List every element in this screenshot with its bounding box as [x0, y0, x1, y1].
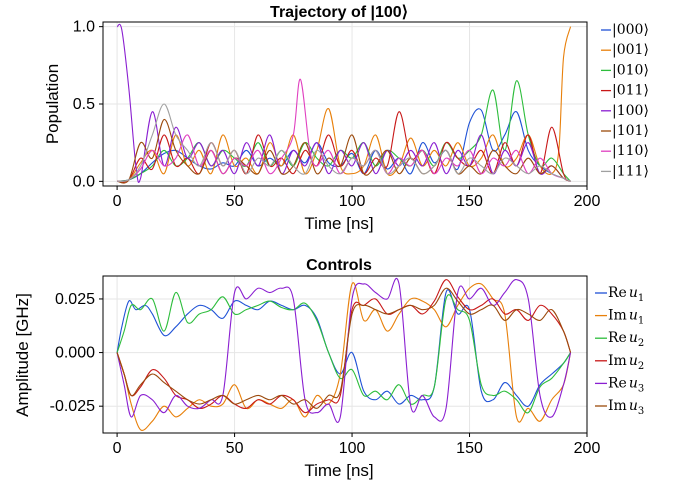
series-line-control-0	[116, 289, 572, 407]
legend-label-var: u	[629, 375, 638, 391]
population-y-label: Population	[43, 64, 62, 144]
x-tick-label: 50	[226, 440, 244, 457]
series-line-control-3	[116, 279, 572, 414]
legend-label-sub: 3	[638, 383, 644, 394]
legend-label: |001⟩	[612, 42, 649, 58]
legend-label: Im u2	[608, 353, 644, 372]
y-tick-label: 0.5	[73, 96, 95, 113]
legend-label-part: Im	[608, 308, 627, 324]
population-x-ticks: 0 50 100 150 200	[113, 186, 601, 210]
legend-label: Re u1	[608, 285, 644, 304]
legend-label: |111⟩	[612, 163, 649, 179]
population-panel: Trajectory of |100⟩ 0 50 100 150 200 0.0 0.5 1…	[43, 4, 649, 233]
series-line-state-7	[117, 103, 571, 183]
series-line-control-5	[116, 287, 572, 409]
legend-label: |010⟩	[612, 62, 649, 78]
x-tick-label: 0	[113, 440, 122, 457]
controls-y-label: Amplitude [GHz]	[13, 293, 32, 417]
x-tick-label: 200	[574, 440, 601, 457]
y-tick-label: 1.0	[73, 19, 95, 36]
x-tick-label: 150	[456, 193, 483, 210]
legend-label-part: Im	[608, 398, 627, 414]
x-tick-label: 50	[226, 193, 244, 210]
legend-label: Re u2	[608, 330, 644, 349]
legend-label-var: u	[629, 330, 638, 346]
series-line-control-4	[116, 277, 572, 423]
legend-label-sub: 1	[638, 293, 644, 304]
population-legend: |000⟩ |001⟩ |010⟩ |011⟩ |100⟩ |101⟩ |110⟩ |111⟩	[601, 22, 649, 179]
legend-label-part: Im	[608, 353, 627, 369]
population-y-ticks: 0.0 0.5 1.0	[73, 19, 103, 190]
series-line-state-6	[117, 78, 571, 182]
controls-x-label: Time [ns]	[304, 461, 373, 480]
population-title: Trajectory of |100⟩	[270, 4, 408, 21]
legend-label-sub: 2	[638, 361, 644, 372]
x-tick-label: 0	[113, 193, 122, 210]
series-line-state-5	[117, 118, 571, 184]
legend-label-sub: 3	[638, 406, 644, 417]
legend-label-sub: 2	[638, 338, 644, 349]
legend-label-var: u	[629, 308, 638, 324]
series-line-control-2	[116, 291, 572, 414]
series-line-state-1	[117, 26, 572, 183]
controls-frame	[102, 275, 588, 434]
legend-label: Im u3	[608, 398, 644, 417]
series-line-state-2	[117, 80, 571, 182]
controls-title: Controls	[306, 257, 372, 274]
legend-label-sub: 1	[638, 316, 644, 327]
legend-label-part: Re	[608, 375, 627, 391]
controls-x-ticks: 0 50 100 150 200	[113, 433, 601, 457]
y-tick-label: -0.025	[50, 398, 95, 415]
controls-lines	[116, 277, 572, 431]
x-tick-label: 150	[456, 440, 483, 457]
legend-label: |100⟩	[612, 103, 649, 119]
legend-label: Im u1	[608, 308, 644, 327]
legend-label-var: u	[629, 285, 638, 301]
controls-grid	[103, 276, 588, 433]
y-tick-label: 0.025	[55, 291, 95, 308]
x-tick-label: 200	[574, 193, 601, 210]
legend-label-var: u	[629, 353, 638, 369]
legend-label: |110⟩	[612, 143, 649, 159]
population-lines	[116, 23, 572, 184]
x-tick-label: 100	[339, 193, 366, 210]
series-line-control-1	[116, 282, 572, 431]
legend-label: |000⟩	[612, 22, 649, 38]
x-tick-label: 100	[339, 440, 366, 457]
controls-panel: Controls 0 50 100 150 200 0.025 0.000 -0.025 T…	[13, 257, 644, 480]
y-tick-label: 0.000	[55, 345, 95, 362]
controls-y-ticks: 0.025 0.000 -0.025	[50, 291, 103, 415]
y-tick-label: 0.0	[73, 173, 95, 190]
legend-label-part: Re	[608, 330, 627, 346]
legend-label: |011⟩	[612, 83, 649, 99]
legend-label: Re u3	[608, 375, 644, 394]
legend-label-part: Re	[608, 285, 627, 301]
legend-label: |101⟩	[612, 123, 649, 139]
population-x-label: Time [ns]	[304, 214, 373, 233]
legend-label-var: u	[629, 398, 638, 414]
